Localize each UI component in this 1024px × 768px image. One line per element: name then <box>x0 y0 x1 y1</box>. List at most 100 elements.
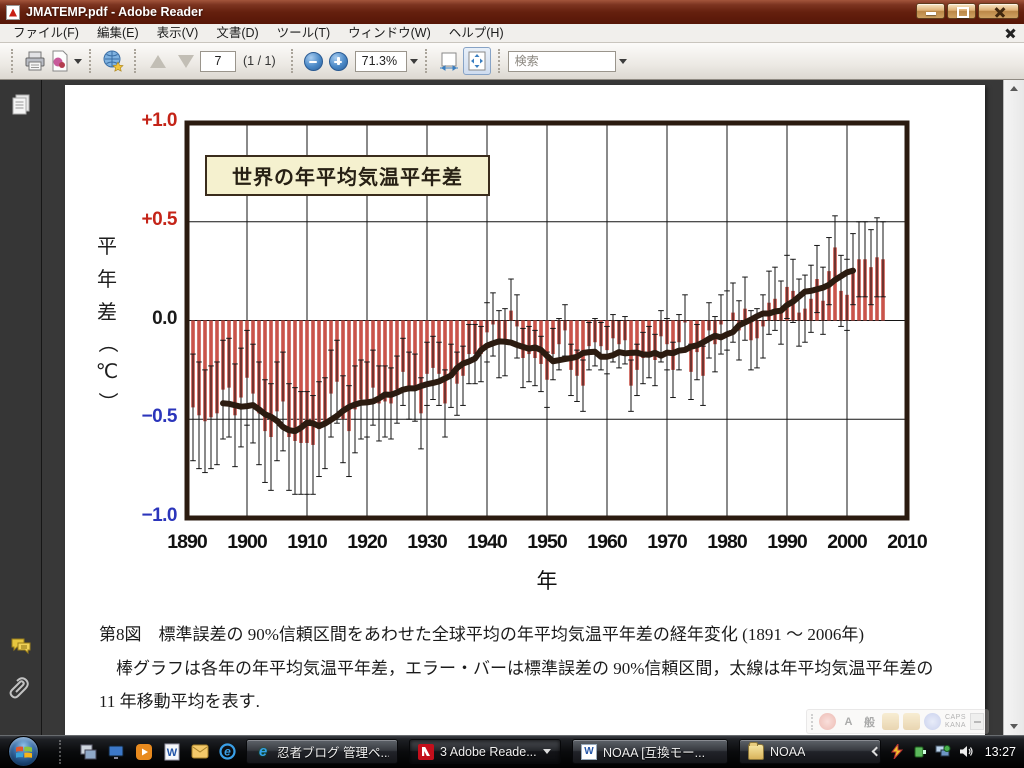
x-tick-label: 1930 <box>407 531 447 553</box>
switch-windows-icon[interactable] <box>78 742 97 761</box>
tray-power-icon[interactable] <box>912 744 928 760</box>
page-thumbnails-icon[interactable] <box>9 92 33 116</box>
menu-item-7[interactable]: ヘルプ(H) <box>448 25 504 40</box>
y-tick-label: +1.0 <box>141 110 177 131</box>
svg-text:W: W <box>166 747 177 759</box>
zoom-dropdown-icon[interactable] <box>409 58 418 64</box>
tray-bolt-icon[interactable] <box>889 744 905 760</box>
word-icon[interactable]: W <box>162 742 181 761</box>
tray-volume-icon[interactable] <box>958 744 974 760</box>
ime-grip[interactable] <box>810 713 815 730</box>
zoom-level-box[interactable]: 71.3% <box>354 50 407 72</box>
scroll-up-button[interactable] <box>1004 80 1024 97</box>
ime-tools-icon[interactable] <box>881 713 899 730</box>
minimize-button[interactable] <box>916 3 945 19</box>
ime-input-mode-button[interactable]: A <box>844 715 853 728</box>
menu-item-4[interactable]: 文書(D) <box>216 25 259 40</box>
menu-bar: ファイル(F) 編集(E) 表示(V) 文書(D) ツール(T) ウィンドウ(W) ヘルプ(… <box>0 24 1024 43</box>
x-tick-label: 1990 <box>767 531 807 553</box>
taskbar-clock[interactable]: 13:27 <box>984 744 1016 759</box>
taskbar-button-1[interactable]: 忍者ブログ 管理ペ... <box>246 739 398 764</box>
y-tick-label: 0.0 <box>152 307 177 329</box>
toolbar: (1 / 1) 71.3% <box>0 43 1024 80</box>
taskbar-button-3[interactable]: NOAA [互換モー... <box>572 739 728 764</box>
quick-launch-grip <box>59 739 62 764</box>
toolbar-grip <box>290 49 294 73</box>
fit-page-icon <box>468 51 486 71</box>
quick-launch-bar: W e <box>52 735 263 768</box>
toolbar-grip <box>11 49 14 73</box>
internet-explorer-icon <box>255 744 271 760</box>
x-tick-label: 1890 <box>167 531 207 553</box>
plot-frame <box>184 120 910 521</box>
y-axis-title-char: 年 <box>97 269 117 291</box>
zoom-in-button[interactable] <box>328 51 348 71</box>
adobe-reader-icon <box>418 743 434 760</box>
x-axis-ticks: 1890 1900 1910 1920 1930 1940 1950 1960 1970 1980… <box>167 531 927 555</box>
x-tick-label: 1900 <box>227 531 267 553</box>
internet-explorer-icon[interactable]: e <box>218 742 237 761</box>
document-viewer[interactable]: +1.0 +0.5 0.0 −0.5 −1.0 平年差（℃） 1890 1900 1910 1… <box>42 80 1003 735</box>
restore-button[interactable] <box>947 3 976 19</box>
ime-minimize-button[interactable] <box>970 713 984 730</box>
search-input[interactable] <box>507 50 616 72</box>
attachments-icon[interactable] <box>9 675 33 699</box>
tray-network-icon[interactable] <box>935 744 951 760</box>
create-pdf-dropdown-icon[interactable] <box>74 58 82 64</box>
taskbar-button-2[interactable]: 3 Adobe Reade... <box>409 739 561 764</box>
kana-label: KANA <box>944 721 966 729</box>
page-count-label: (1 / 1) <box>243 54 276 68</box>
y-axis-title: 平年差 （ ℃ ） <box>95 231 119 415</box>
taskbar-button-4[interactable]: NOAA <box>739 739 881 764</box>
zoom-out-button[interactable] <box>303 51 323 71</box>
collaborate-button[interactable] <box>99 47 127 75</box>
figure-caption: 第8図 標準誤差の 90%信頼区間をあわせた全球平均の年平均気温平年差の経年変化… <box>99 618 951 719</box>
caption-body: 棒グラフは各年の年平均気温平年差，エラー・バーは標準誤差の 90%信頼区間，太線… <box>99 658 934 712</box>
menu-item-3[interactable]: 表示(V) <box>156 25 199 40</box>
menu-item-5[interactable]: ツール(T) <box>276 25 331 40</box>
scrolling-mode-button[interactable] <box>435 47 463 75</box>
taskbar-button-label: 3 Adobe Reade... <box>440 744 537 759</box>
vertical-scrollbar[interactable] <box>1003 80 1024 735</box>
page-number-input[interactable] <box>200 50 236 72</box>
ime-pad-icon[interactable] <box>902 713 920 730</box>
content-area: +1.0 +0.5 0.0 −0.5 −1.0 平年差（℃） 1890 1900 1910 1… <box>0 80 1024 735</box>
scroll-down-icon <box>1010 724 1018 729</box>
menu-item-6[interactable]: ウィンドウ(W) <box>348 25 431 40</box>
x-tick-label: 1960 <box>587 531 627 553</box>
tray-expand-icon[interactable] <box>871 746 882 757</box>
next-page-button[interactable] <box>172 47 200 75</box>
x-tick-label: 2010 <box>887 531 927 553</box>
x-axis-title: 年 <box>536 570 558 593</box>
ime-conversion-mode-button[interactable]: 般 <box>863 716 875 729</box>
close-button[interactable] <box>978 3 1019 19</box>
window-group-caret-icon[interactable] <box>542 749 551 754</box>
toolbar-grip <box>424 49 428 73</box>
ime-app-icon[interactable] <box>818 713 836 730</box>
taskbar-button-label: NOAA [互換モー... <box>603 746 706 760</box>
print-button[interactable] <box>21 47 49 75</box>
close-document-icon[interactable] <box>1004 27 1017 40</box>
chart-title: 世界の年平均気温平年差 <box>205 155 490 196</box>
taskbar: W e 忍者ブログ 管理ペ... 3 Adobe Reade... NOAA [互換… <box>0 735 1024 768</box>
temperature-anomaly-chart: +1.0 +0.5 0.0 −0.5 −1.0 平年差（℃） 1890 1900 1910 1… <box>95 103 928 618</box>
scroll-down-button[interactable] <box>1004 718 1024 735</box>
menu-item-1[interactable]: ファイル(F) <box>13 25 79 40</box>
window-title: JMATEMP.pdf - Adobe Reader <box>26 5 203 19</box>
fit-page-button[interactable] <box>462 47 491 75</box>
comments-icon[interactable] <box>9 633 33 657</box>
previous-page-button[interactable] <box>144 47 172 75</box>
menu-item-2[interactable]: 編集(E) <box>96 25 139 40</box>
outlook-icon[interactable] <box>190 742 209 761</box>
y-tick-label: +0.5 <box>141 208 177 230</box>
create-pdf-button[interactable] <box>49 47 82 75</box>
ime-help-icon[interactable] <box>923 713 941 730</box>
x-tick-label: 1910 <box>287 531 327 553</box>
media-player-icon[interactable] <box>134 742 153 761</box>
search-dropdown-icon[interactable] <box>618 58 627 64</box>
x-tick-label: 1940 <box>467 531 507 553</box>
collaborate-icon <box>103 50 124 72</box>
start-button[interactable] <box>8 736 39 767</box>
scroll-up-icon <box>1010 86 1018 91</box>
show-desktop-icon[interactable] <box>106 742 125 761</box>
